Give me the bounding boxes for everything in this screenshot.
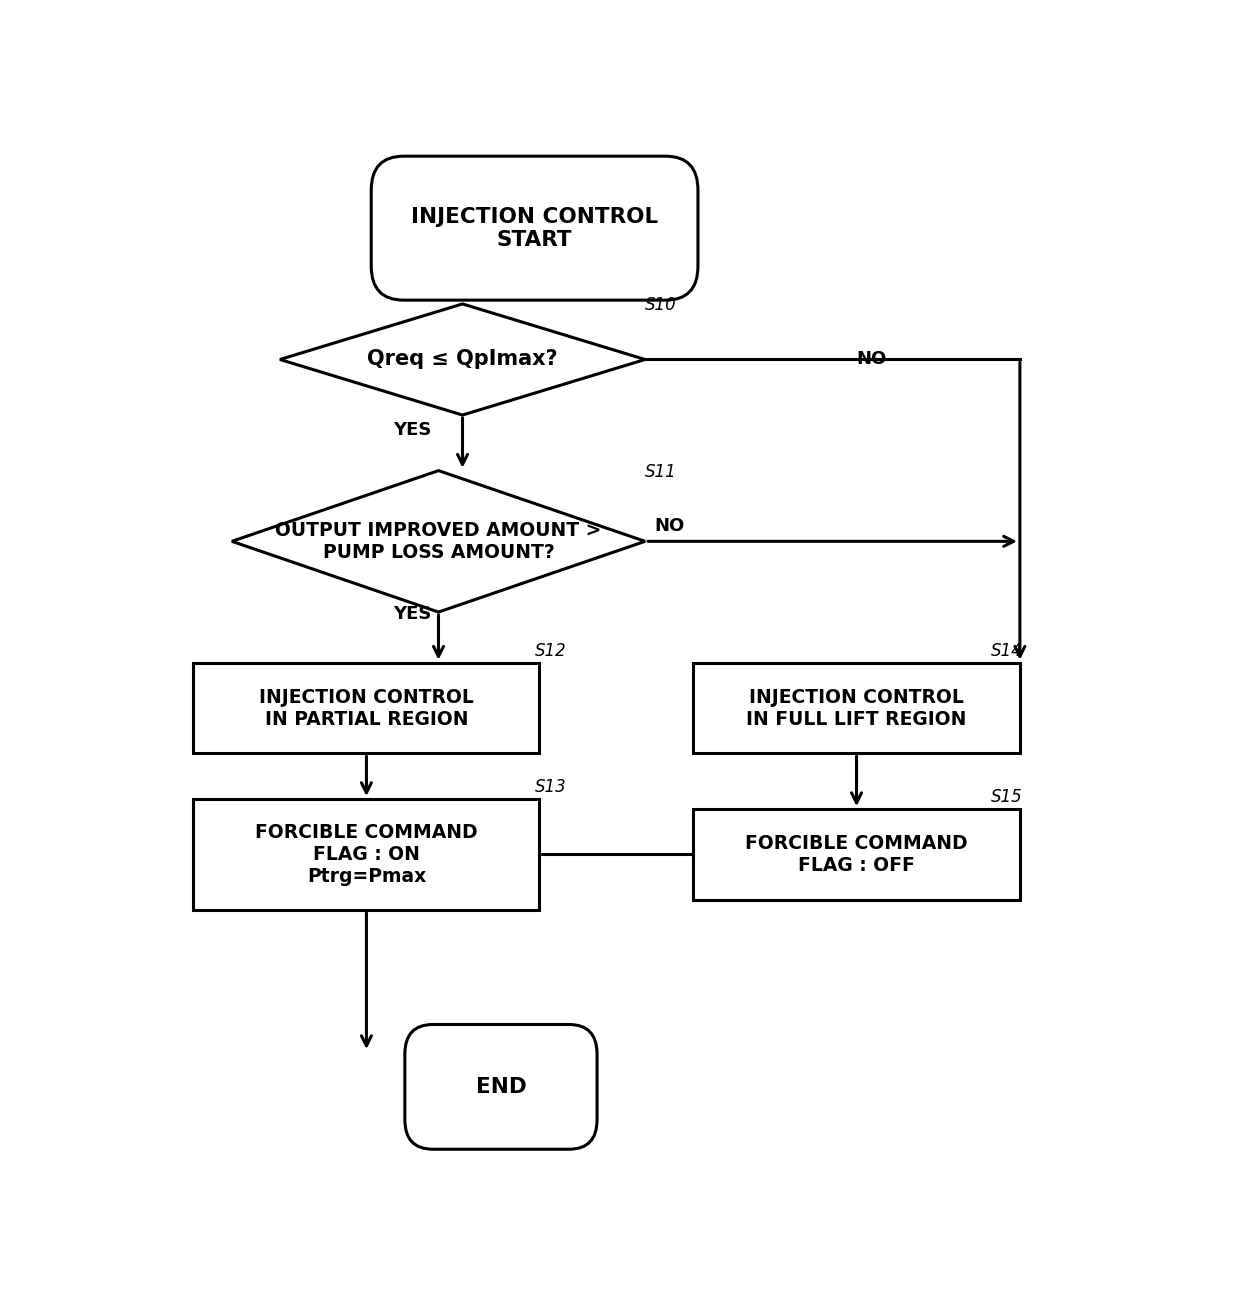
Bar: [193, 663, 539, 753]
Text: YES: YES: [393, 421, 432, 440]
Text: NO: NO: [655, 517, 684, 535]
Bar: [693, 810, 1019, 900]
Text: OUTPUT IMPROVED AMOUNT >
PUMP LOSS AMOUNT?: OUTPUT IMPROVED AMOUNT > PUMP LOSS AMOUN…: [275, 521, 601, 562]
FancyBboxPatch shape: [404, 1025, 596, 1149]
Text: S12: S12: [534, 642, 567, 660]
Bar: [193, 799, 539, 911]
Text: YES: YES: [393, 605, 432, 623]
Text: S10: S10: [645, 297, 677, 314]
Text: END: END: [476, 1077, 526, 1097]
Text: S14: S14: [991, 642, 1023, 660]
Bar: [693, 663, 1019, 753]
Text: Qreq ≤ QpImax?: Qreq ≤ QpImax?: [367, 349, 558, 370]
Polygon shape: [232, 471, 645, 611]
Text: INJECTION CONTROL
IN PARTIAL REGION: INJECTION CONTROL IN PARTIAL REGION: [259, 687, 474, 728]
FancyBboxPatch shape: [371, 156, 698, 300]
Text: S15: S15: [991, 789, 1023, 806]
Text: FORCIBLE COMMAND
FLAG : ON
Ptrg=Pmax: FORCIBLE COMMAND FLAG : ON Ptrg=Pmax: [255, 823, 477, 886]
Text: NO: NO: [857, 350, 887, 369]
Text: S13: S13: [534, 778, 567, 796]
Text: FORCIBLE COMMAND
FLAG : OFF: FORCIBLE COMMAND FLAG : OFF: [745, 834, 968, 875]
Polygon shape: [280, 304, 645, 415]
Text: INJECTION CONTROL
IN FULL LIFT REGION: INJECTION CONTROL IN FULL LIFT REGION: [746, 687, 967, 728]
Text: S11: S11: [645, 463, 677, 480]
Text: INJECTION CONTROL
START: INJECTION CONTROL START: [410, 206, 658, 249]
